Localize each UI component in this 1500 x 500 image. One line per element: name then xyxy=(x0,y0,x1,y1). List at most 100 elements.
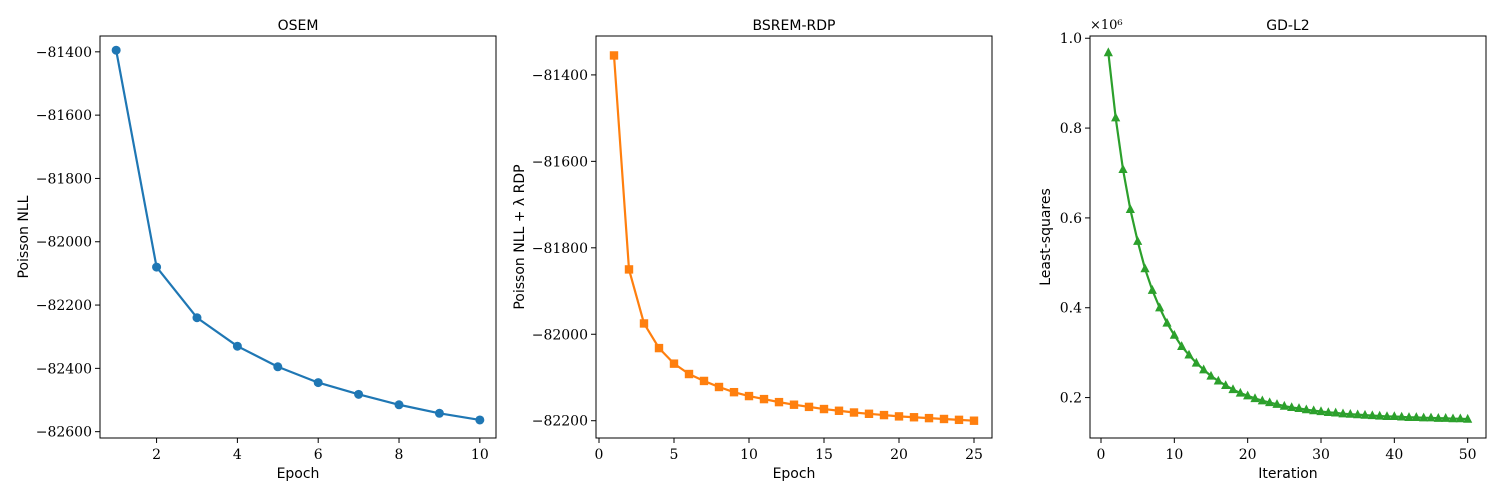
y-tick-label: −81400 xyxy=(36,45,92,61)
x-tick-label: 8 xyxy=(395,447,404,463)
x-axis-label: Iteration xyxy=(1258,466,1317,482)
data-point xyxy=(1294,403,1304,412)
data-point xyxy=(1397,411,1407,421)
data-point xyxy=(609,51,619,60)
x-tick-label: 10 xyxy=(471,447,489,463)
panel-title: GD-L2 xyxy=(1266,18,1309,34)
data-point xyxy=(1433,413,1443,422)
data-point xyxy=(759,394,769,404)
data-point xyxy=(1382,411,1392,421)
data-point xyxy=(354,389,364,399)
panel-osem: OSEM 2 4 6 8 10 −81400 −81600 −81800 −82000 −82200… xyxy=(16,18,497,482)
x-tick-label: 5 xyxy=(670,447,679,463)
data-point xyxy=(232,341,242,351)
data-point xyxy=(879,410,889,420)
x-tick-label: 0 xyxy=(595,447,604,463)
data-point xyxy=(1331,407,1341,417)
data-point xyxy=(729,387,739,397)
series-line xyxy=(115,50,481,422)
y-axis-label: Poisson NLL + λ RDP xyxy=(512,164,528,309)
data-point xyxy=(1169,329,1179,339)
x-tick-label: 10 xyxy=(740,447,758,463)
data-point xyxy=(1323,407,1333,416)
data-point xyxy=(1419,412,1429,422)
data-point xyxy=(1177,341,1187,350)
data-point xyxy=(774,397,784,407)
data-point xyxy=(1389,411,1399,421)
y-tick-label: −82600 xyxy=(36,425,92,441)
panel-title: OSEM xyxy=(278,18,319,34)
data-point xyxy=(939,414,949,424)
data-point xyxy=(192,313,202,323)
x-tick-label: 4 xyxy=(233,447,242,463)
y-tick-label: −82200 xyxy=(532,414,588,430)
y-tick-label: −82200 xyxy=(36,298,92,314)
data-point xyxy=(111,45,121,55)
y-tick-label: −81600 xyxy=(36,108,92,124)
data-point xyxy=(475,415,485,425)
y-tick-label: 0.2 xyxy=(1060,391,1082,407)
data-point xyxy=(1287,402,1297,412)
data-point xyxy=(313,378,323,388)
x-tick-label: 10 xyxy=(1165,447,1183,463)
data-point xyxy=(849,408,859,417)
data-point xyxy=(1463,413,1473,423)
data-point xyxy=(714,382,724,392)
x-axis-label: Epoch xyxy=(277,466,320,482)
y-tick-label: −81400 xyxy=(532,68,588,84)
data-point xyxy=(1316,406,1326,416)
data-point xyxy=(1404,412,1414,421)
data-point xyxy=(789,400,799,409)
x-tick-label: 6 xyxy=(314,447,323,463)
x-tick-label: 20 xyxy=(890,447,908,463)
data-point xyxy=(1140,263,1150,273)
data-point xyxy=(1199,364,1209,374)
data-point xyxy=(1213,375,1223,385)
data-point xyxy=(1338,408,1348,418)
data-point xyxy=(744,391,754,401)
data-point xyxy=(1125,204,1135,213)
data-point xyxy=(834,406,844,415)
data-point xyxy=(1455,413,1465,423)
y-tick-label: −81600 xyxy=(532,154,588,170)
data-point xyxy=(1375,410,1385,420)
data-point xyxy=(624,265,634,274)
y-tick-label: 0.6 xyxy=(1060,211,1082,227)
data-point xyxy=(1448,413,1458,423)
y-tick-label: 0.8 xyxy=(1060,121,1082,137)
series-line xyxy=(1107,52,1468,421)
data-point xyxy=(1345,408,1355,418)
data-point xyxy=(1360,409,1370,419)
data-point xyxy=(684,369,694,379)
data-point xyxy=(1111,112,1121,122)
data-point xyxy=(1162,317,1172,327)
data-point xyxy=(639,319,649,328)
panel-title: BSREM-RDP xyxy=(753,18,836,34)
data-point xyxy=(909,413,919,422)
data-point xyxy=(1353,409,1363,419)
data-point xyxy=(1184,349,1194,359)
plot-frame xyxy=(99,35,497,439)
data-point xyxy=(394,400,404,410)
data-point xyxy=(1250,393,1260,403)
data-point xyxy=(152,262,162,272)
panel-bsrem-rdp: BSREM-RDP 0 5 10 15 20 25 −81400 −81600 −81800 −82… xyxy=(512,18,993,482)
data-point xyxy=(804,402,814,412)
plot-frame xyxy=(1089,35,1487,439)
panel-gd-l2: GD-L2 0 10 20 30 40 50 1.0 0.8 0.6 0.4 0.2 Iteration… xyxy=(1038,18,1487,482)
x-axis-label: Epoch xyxy=(773,466,816,482)
y-tick-label: 0.4 xyxy=(1060,301,1082,317)
y-tick-label: −81800 xyxy=(532,241,588,257)
data-point xyxy=(1257,395,1267,405)
x-tick-label: 25 xyxy=(965,447,983,463)
x-tick-label: 50 xyxy=(1459,447,1477,463)
x-tick-label: 40 xyxy=(1385,447,1403,463)
data-point xyxy=(434,408,444,418)
y-tick-label: 1.0 xyxy=(1060,31,1082,47)
data-point xyxy=(1367,410,1377,420)
data-point xyxy=(1206,370,1216,380)
y-axis-label: Poisson NLL xyxy=(16,195,32,278)
data-point xyxy=(1103,47,1113,57)
y-tick-label: −81800 xyxy=(36,171,92,187)
